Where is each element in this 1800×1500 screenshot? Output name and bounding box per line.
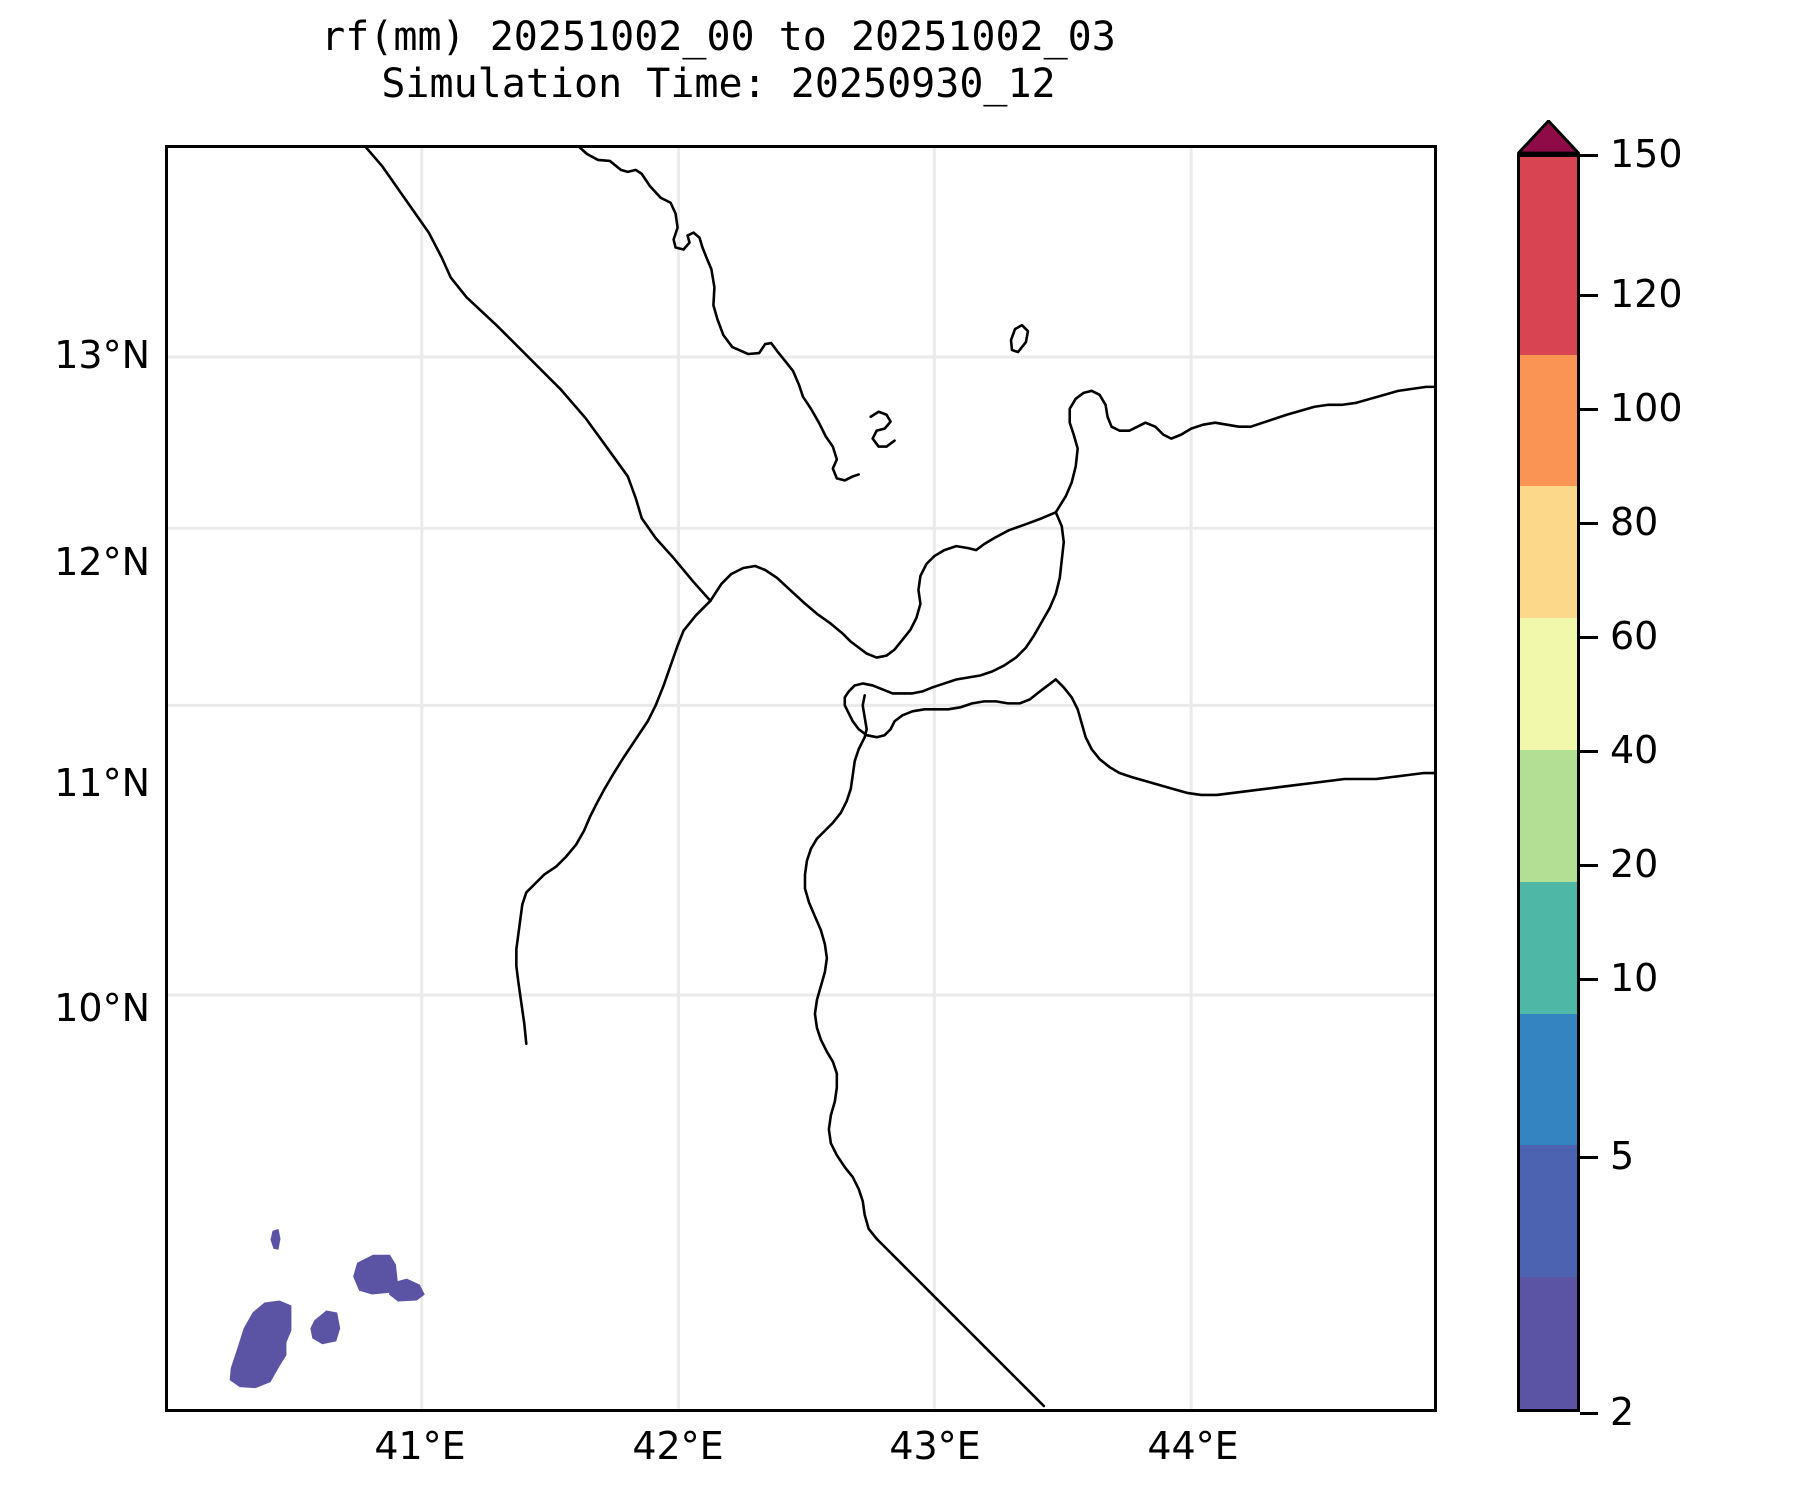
border-inner-segment [861,694,868,739]
colorbar-tick-mark-120 [1580,294,1598,297]
colorbar-segment-5-10 [1520,1145,1577,1278]
coastline-tadjoura-north [903,510,1066,695]
chart-title: rf(mm) 20251002_00 to 20251002_03 Simula… [0,14,1437,108]
colorbar-tick-mark-5 [1580,1156,1598,1159]
colorbar-tick-mark-100 [1580,408,1598,411]
rainfall-blob-small-mid [310,1310,341,1345]
colorbar-tick-mark-20 [1580,864,1598,867]
axis-label-lon-41E: 41°E [374,1424,466,1468]
rainfall-shading [229,1228,425,1389]
border-djibouti-somaliland [1054,678,1434,797]
axis-label-lon-44E: 44°E [1147,1424,1239,1468]
colorbar-tick-mark-60 [1580,636,1598,639]
border-eritrea-ethiopia [515,599,712,1046]
colorbar-segment-80-100 [1520,486,1577,619]
colorbar-tick-label-150: 150 [1610,132,1683,176]
border-ethiopia-djibouti-sw [803,735,1046,1408]
colorbar-segment-10-20 [1520,1013,1577,1146]
colorbar-tick-label-20: 20 [1610,842,1659,886]
colorbar-tick-label-100: 100 [1610,386,1683,430]
colorbar-segment-120-150 [1520,157,1577,355]
coastline-red-sea-east [578,148,861,482]
colorbar-segment-20-40 [1520,881,1577,1014]
colorbar-tick-mark-150 [1580,154,1598,157]
colorbar-tick-label-80: 80 [1610,500,1659,544]
colorbar-tick-label-2: 2 [1610,1390,1635,1434]
coastline-red-sea-west [364,148,712,603]
colorbar[interactable]: 150 120 100 80 60 40 20 10 5 2 [1517,120,1800,1434]
border-djibouti-north [1054,385,1434,514]
rainfall-blob-ne-upper [353,1254,398,1295]
title-line-variable-period: rf(mm) 20251002_00 to 20251002_03 [321,14,1116,60]
map-coastlines-and-borders [364,148,1434,1408]
colorbar-segment-100-120 [1520,354,1577,487]
coastline-bay-detail [869,410,896,448]
colorbar-tick-label-5: 5 [1610,1134,1635,1178]
coastline-island [1009,323,1030,354]
rainfall-blob-large-sw [229,1300,292,1389]
colorbar-tick-label-60: 60 [1610,614,1659,658]
colorbar-tick-mark-2 [1580,1412,1598,1415]
colorbar-segment-60-80 [1520,618,1577,751]
map-canvas [168,148,1434,1409]
axis-label-lat-12N: 12°N [54,540,150,584]
colorbar-ticks: 150 120 100 80 60 40 20 10 5 2 [1580,120,1800,1434]
colorbar-tick-label-40: 40 [1610,728,1659,772]
colorbar-extend-arrow-icon [1517,120,1580,155]
axis-label-lat-11N: 11°N [54,761,150,805]
axis-label-lon-43E: 43°E [889,1424,981,1468]
axis-label-lat-13N: 13°N [54,333,150,377]
coastline-tadjoura-south [843,678,1058,739]
axis-label-lat-10N: 10°N [54,986,150,1030]
colorbar-tick-mark-10 [1580,978,1598,981]
title-line-simulation-time: Simulation Time: 20250930_12 [381,61,1056,108]
colorbar-segment-40-60 [1520,750,1577,882]
rainfall-blob-sliver [270,1228,281,1250]
axis-label-lon-42E: 42°E [632,1424,724,1468]
colorbar-gradient[interactable] [1517,154,1580,1412]
border-eritrea-south [709,510,1058,659]
colorbar-segment-2-5 [1520,1277,1577,1409]
colorbar-tick-mark-80 [1580,522,1598,525]
colorbar-tick-mark-40 [1580,750,1598,753]
colorbar-tick-label-120: 120 [1610,272,1683,316]
colorbar-tick-label-10: 10 [1610,956,1659,1000]
map-plot-area[interactable] [165,145,1437,1412]
rainfall-blob-ne-lower [388,1278,425,1302]
map-gridlines [168,148,1434,1409]
